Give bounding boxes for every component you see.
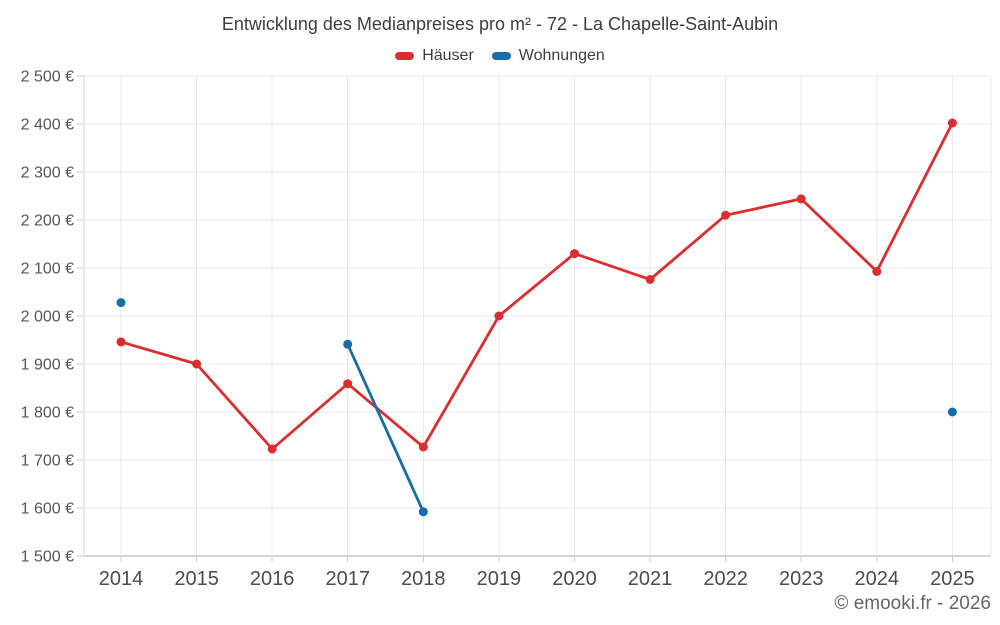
legend-label: Wohnungen [518, 47, 605, 64]
y-tick-label: 1 600 € [21, 501, 74, 518]
data-point-hauser-2015[interactable] [192, 359, 202, 369]
y-tick-label: 2 200 € [21, 213, 74, 230]
x-tick-label: 2023 [779, 568, 824, 590]
y-tick-label: 2 500 € [21, 69, 74, 86]
y-tick-label: 2 100 € [21, 261, 74, 278]
data-point-hauser-2022[interactable] [721, 210, 731, 220]
data-point-hauser-2017[interactable] [343, 379, 353, 389]
x-tick-label: 2015 [174, 568, 219, 590]
legend-swatch-icon [491, 52, 511, 60]
data-point-wohnungen-2014[interactable] [116, 298, 126, 308]
x-tick-label: 2019 [477, 568, 522, 590]
data-point-wohnungen-2017[interactable] [343, 339, 353, 349]
data-point-hauser-2024[interactable] [872, 266, 882, 276]
y-tick-label: 2 000 € [21, 309, 74, 326]
legend-item-hauser[interactable]: Häuser [395, 47, 474, 65]
legend-swatch-icon [395, 52, 415, 60]
x-tick-label: 2021 [628, 568, 673, 590]
data-point-hauser-2018[interactable] [418, 442, 428, 452]
legend: Häuser Wohnungen [0, 45, 1000, 67]
watermark-credit: © emooki.fr - 2026 [834, 593, 991, 614]
data-point-wohnungen-2018[interactable] [418, 507, 428, 517]
y-tick-label: 1 900 € [21, 357, 74, 374]
x-tick-label: 2016 [250, 568, 295, 590]
data-point-hauser-2023[interactable] [796, 194, 806, 204]
legend-item-wohnungen[interactable]: Wohnungen [491, 47, 605, 65]
x-tick-label: 2017 [325, 568, 370, 590]
y-tick-label: 1 500 € [21, 549, 74, 566]
data-point-hauser-2020[interactable] [570, 249, 579, 259]
legend-label: Häuser [422, 47, 474, 64]
x-tick-label: 2025 [930, 568, 975, 590]
x-tick-label: 2014 [99, 568, 144, 590]
y-tick-label: 1 700 € [21, 453, 74, 470]
data-point-hauser-2014[interactable] [116, 337, 126, 347]
y-tick-label: 1 800 € [21, 405, 74, 422]
data-point-hauser-2021[interactable] [645, 275, 655, 284]
series-line-hauser [119, 121, 954, 451]
chart-title: Entwicklung des Medianpreises pro m² - 7… [221, 14, 779, 34]
x-tick-label: 2020 [552, 568, 597, 590]
y-tick-label: 2 400 € [21, 117, 74, 134]
data-point-wohnungen-2025[interactable] [947, 407, 957, 417]
data-point-hauser-2019[interactable] [494, 311, 504, 321]
data-point-hauser-2025[interactable] [947, 118, 957, 128]
x-tick-label: 2022 [703, 568, 748, 590]
data-point-hauser-2016[interactable] [267, 444, 277, 454]
x-tick-label: 2018 [401, 568, 446, 590]
x-tick-label: 2024 [855, 568, 900, 590]
y-tick-label: 2 300 € [21, 165, 74, 182]
